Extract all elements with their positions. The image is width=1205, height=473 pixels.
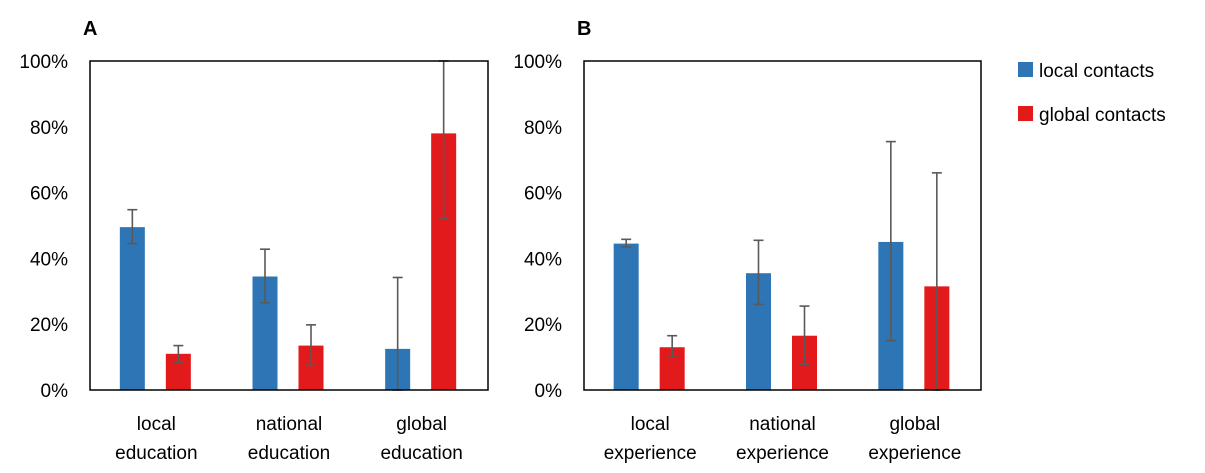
panel-b-plot-frame [583, 60, 982, 391]
panel-a-ytick-label: 60% [30, 184, 68, 205]
panel-a-category-label-line: education [248, 443, 330, 464]
panel-a: A0%20%40%60%80%100%local educationnationa… [19, 18, 489, 464]
legend-swatch-local-contacts [1018, 62, 1033, 77]
chart-panels: A0%20%40%60%80%100%local educationnationa… [19, 18, 982, 464]
panel-a-category-label-line: global [396, 414, 447, 435]
panel-a-letter: A [83, 18, 97, 40]
panel-b-category-label: local experience [604, 414, 697, 464]
legend-label-local-contacts: local contacts [1039, 61, 1154, 82]
panel-b-ytick-label: 40% [524, 249, 562, 270]
panel-b-letter: B [577, 18, 591, 40]
panel-a-plot-frame [89, 60, 489, 391]
panel-b: B0%20%40%60%80%100%local experiencenation… [513, 18, 982, 464]
panel-a-ytick-label: 20% [30, 315, 68, 336]
panel-b-category-label-line: experience [736, 443, 829, 464]
panel-b-category-label-line: national [749, 414, 816, 435]
panel-a-category-label-line: education [380, 443, 462, 464]
panel-a-category-label: national education [248, 414, 330, 464]
panel-b-category-label-line: experience [868, 443, 961, 464]
panel-b-category-label: national experience [736, 414, 829, 464]
legend-swatch-global-contacts [1018, 106, 1033, 121]
panel-b-category-label-line: global [889, 414, 940, 435]
panel-b-category-label-line: experience [604, 443, 697, 464]
panel-a-category-label: global education [380, 414, 462, 464]
panel-b-category-label-line: local [631, 414, 670, 435]
panel-b-ytick-label: 100% [513, 52, 562, 73]
panel-a-bar-local-contacts [119, 227, 145, 390]
panel-b-ytick-label: 80% [524, 118, 562, 139]
panel-b-ytick-label: 60% [524, 184, 562, 205]
panel-a-category-label-line: national [256, 414, 323, 435]
legend: local contacts global contacts [1018, 61, 1166, 126]
legend-label-global-contacts: global contacts [1039, 105, 1166, 126]
panel-a-ytick-label: 0% [41, 381, 69, 402]
panel-a-ytick-label: 80% [30, 118, 68, 139]
panel-a-category-label: local education [115, 414, 197, 464]
panel-a-ytick-label: 100% [19, 52, 68, 73]
panel-b-bar-local-contacts [613, 243, 639, 390]
panel-b-category-label: global experience [868, 414, 961, 464]
panel-a-category-label-line: local [137, 414, 176, 435]
panel-b-ytick-label: 20% [524, 315, 562, 336]
panel-a-category-label-line: education [115, 443, 197, 464]
panel-b-ytick-label: 0% [535, 381, 563, 402]
panel-a-ytick-label: 40% [30, 249, 68, 270]
